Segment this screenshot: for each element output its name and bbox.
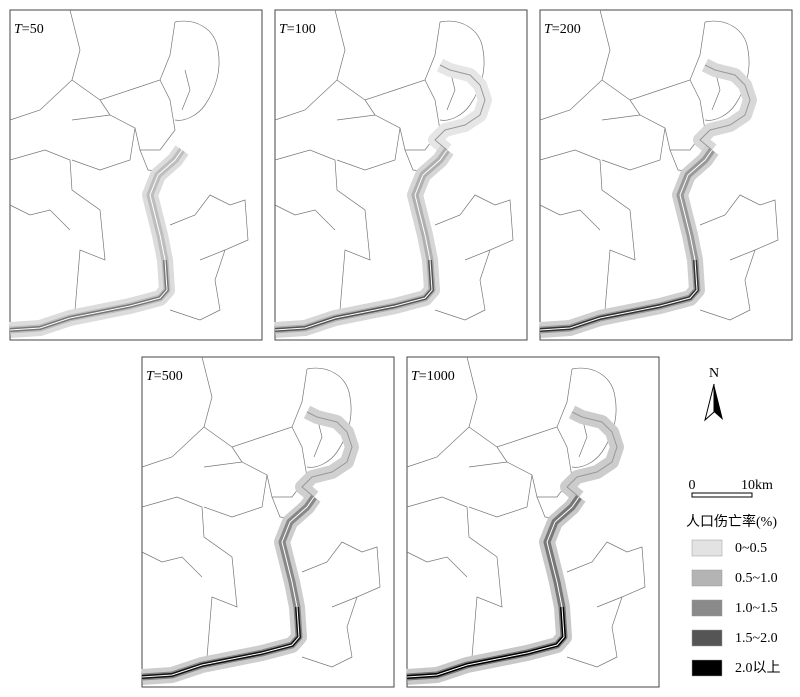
label-period: =200 — [552, 22, 581, 37]
panel-label: T=100 — [279, 22, 316, 37]
label-period: =1000 — [419, 369, 455, 384]
panel-label: T=50 — [14, 22, 44, 37]
label-period: =50 — [22, 22, 44, 37]
north-label: N — [709, 366, 719, 381]
panel-frame — [406, 356, 660, 688]
panel-frame — [274, 9, 528, 341]
scale-bar: 0 10km — [689, 478, 773, 498]
scale-rect — [691, 492, 753, 498]
map-panel: T=100 — [274, 9, 528, 341]
label-symbol: T — [279, 22, 288, 37]
panel-label: T=500 — [146, 369, 183, 384]
panel-frame — [539, 9, 793, 341]
label-period: =500 — [154, 369, 183, 384]
legend-title: 人口伤亡率(%) — [686, 513, 777, 530]
label-symbol: T — [146, 369, 155, 384]
map-panel: T=500 — [141, 356, 395, 688]
legend-swatch — [691, 539, 723, 557]
legend: 0~0.5 0.5~1.0 1.0~1.5 1.5~2.0 2.0以上 — [691, 539, 781, 677]
panel-label: T=1000 — [411, 369, 455, 384]
legend-label: 1.5~2.0 — [735, 631, 778, 646]
north-arrow: N — [704, 366, 723, 422]
map-panel: T=1000 — [406, 356, 660, 688]
legend-label: 0.5~1.0 — [735, 571, 778, 586]
label-symbol: T — [14, 22, 23, 37]
legend-label: 1.0~1.5 — [735, 601, 778, 616]
label-symbol: T — [544, 22, 553, 37]
arrow-left — [704, 383, 715, 422]
scale-start: 0 — [689, 478, 696, 493]
label-symbol: T — [411, 369, 420, 384]
legend-label: 2.0以上 — [735, 660, 781, 676]
scale-end: 10km — [741, 478, 773, 493]
legend-swatch — [691, 629, 723, 647]
legend-swatch — [691, 569, 723, 587]
label-period: =100 — [287, 22, 316, 37]
panel-label: T=200 — [544, 22, 581, 37]
map-panel: T=50 — [9, 9, 263, 341]
legend-label: 0~0.5 — [735, 541, 767, 556]
legend-swatch — [691, 659, 723, 677]
panel-frame — [141, 356, 395, 688]
map-panel: T=200 — [539, 9, 793, 341]
panel-frame — [9, 9, 263, 341]
arrow-right — [714, 384, 723, 420]
legend-swatch — [691, 599, 723, 617]
